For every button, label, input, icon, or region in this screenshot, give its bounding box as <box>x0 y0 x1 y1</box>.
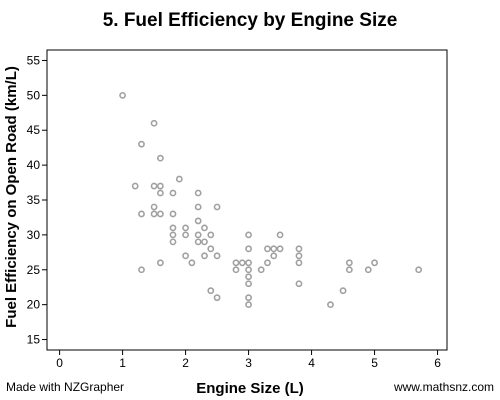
data-point <box>295 259 303 267</box>
data-point <box>169 189 177 197</box>
data-point <box>276 231 284 239</box>
data-point <box>138 140 145 148</box>
data-point <box>295 280 303 288</box>
data-point <box>327 301 334 309</box>
data-point <box>295 245 303 253</box>
data-point <box>201 224 208 232</box>
data-point <box>169 231 177 239</box>
data-point <box>138 210 145 218</box>
x-tick-label: 0 <box>56 356 63 370</box>
data-point <box>169 224 177 232</box>
data-point <box>182 224 189 232</box>
data-point <box>201 252 208 260</box>
data-point <box>131 182 139 190</box>
y-tick-label: 40 <box>27 158 41 172</box>
footer-credit: Made with NZGrapher <box>6 380 125 394</box>
data-point <box>245 231 252 239</box>
data-point <box>295 252 303 260</box>
data-point <box>264 259 271 267</box>
data-point <box>207 231 215 239</box>
data-point <box>207 287 215 295</box>
data-point <box>156 182 164 190</box>
data-point <box>138 266 145 274</box>
data-point <box>245 301 252 309</box>
data-point <box>150 182 158 190</box>
x-tick-label: 5 <box>371 356 378 370</box>
data-point <box>207 245 215 253</box>
data-point <box>245 245 252 253</box>
x-axis-title: Engine Size (L) <box>196 380 304 397</box>
data-point <box>213 252 221 260</box>
data-point <box>371 259 378 267</box>
data-point <box>257 266 265 274</box>
data-point <box>150 210 158 218</box>
data-point <box>245 273 252 281</box>
data-point <box>188 259 196 267</box>
data-point <box>194 238 202 246</box>
x-tick-label: 2 <box>182 356 189 370</box>
x-tick-label: 6 <box>434 356 441 370</box>
data-point <box>245 266 252 274</box>
data-point <box>213 203 221 211</box>
data-point <box>270 252 278 260</box>
y-tick-label: 50 <box>27 88 41 102</box>
data-point <box>201 238 208 246</box>
data-point <box>245 259 252 267</box>
data-points <box>119 91 423 309</box>
data-point <box>213 294 221 302</box>
data-point <box>232 259 240 267</box>
data-point <box>182 231 189 239</box>
data-point <box>245 280 252 288</box>
data-point <box>245 294 252 302</box>
y-axis-title: Fuel Efficiency on Open Road (km/L) <box>3 66 20 328</box>
y-tick-label: 20 <box>27 298 41 312</box>
y-tick-label: 35 <box>27 193 41 207</box>
data-point <box>276 245 284 253</box>
data-point <box>156 210 164 218</box>
y-tick-label: 45 <box>27 123 41 137</box>
data-point <box>150 203 158 211</box>
data-point <box>175 175 183 183</box>
plot-frame <box>46 49 448 351</box>
data-point <box>194 189 202 197</box>
data-point <box>156 154 164 162</box>
data-point <box>182 252 189 260</box>
data-point <box>156 259 164 267</box>
data-point <box>364 266 372 274</box>
data-point <box>169 238 177 246</box>
data-point <box>270 245 278 253</box>
data-point <box>150 119 158 127</box>
data-point <box>169 210 177 218</box>
data-point <box>345 259 353 267</box>
y-tick-label: 25 <box>27 263 41 277</box>
x-tick-label: 1 <box>119 356 126 370</box>
x-tick-label: 4 <box>308 356 315 370</box>
footer-website: www.mathsnz.com <box>393 380 494 394</box>
y-tick-label: 15 <box>27 333 41 347</box>
data-point <box>345 266 353 274</box>
data-point <box>156 189 164 197</box>
y-axis: 15 20 25 30 35 40 45 50 55 <box>27 53 47 347</box>
data-point <box>238 259 246 267</box>
data-point <box>339 287 347 295</box>
y-tick-label: 55 <box>27 53 41 67</box>
data-point <box>194 231 202 239</box>
y-tick-label: 30 <box>27 228 41 242</box>
chart-title: 5. Fuel Efficiency by Engine Size <box>102 10 398 31</box>
data-point <box>194 203 202 211</box>
data-point <box>415 266 423 274</box>
x-tick-label: 3 <box>245 356 252 370</box>
x-axis: 0 1 2 3 4 5 6 <box>56 350 441 370</box>
data-point <box>119 91 126 99</box>
data-point <box>232 266 240 274</box>
data-point <box>264 245 271 253</box>
data-point <box>194 217 202 225</box>
